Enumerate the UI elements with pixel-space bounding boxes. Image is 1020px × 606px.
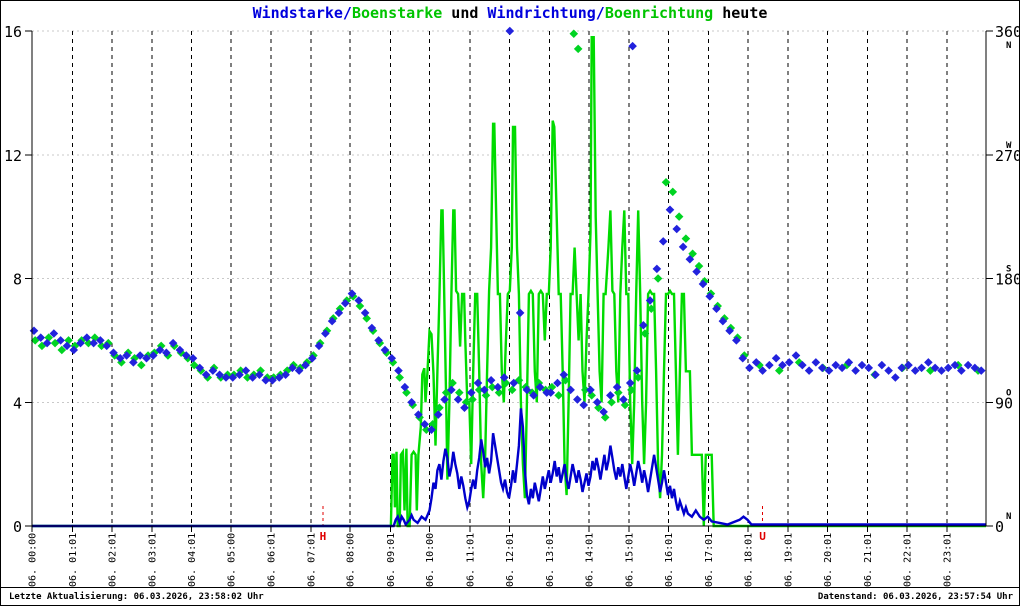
axes-layer [25, 30, 993, 532]
sun-marker-label: H [320, 530, 327, 543]
chart-title: Windstarke/Boenstarke und Windrichtung/B… [1, 4, 1019, 22]
x-tick-label: 06. 07:01 [306, 533, 317, 587]
x-tick-label: 06. 05:00 [226, 533, 237, 587]
title-segment-windrichtung: Windrichtung/ [487, 4, 605, 22]
series-windstarke-line [32, 408, 986, 528]
series-boenstarke-line [32, 36, 986, 528]
y-left-tick-label: 0 [13, 518, 22, 536]
x-tick-label: 06. 18:01 [744, 533, 755, 587]
y-right-tick-label: 90 [995, 394, 1013, 412]
series-windrichtung-dots [29, 26, 986, 435]
series-layer [29, 26, 986, 528]
y-right-tick-label: 360 [995, 23, 1020, 41]
compass-letter: S [1006, 265, 1011, 275]
x-tick-label: 06. 20:01 [823, 533, 834, 587]
x-tick-label: 06. 00:00 [28, 533, 39, 587]
y-left-tick-label: 8 [13, 271, 22, 289]
y-left-tick-label: 4 [13, 394, 22, 412]
x-tick-label: 06. 04:01 [187, 533, 198, 587]
compass-letter: W [1006, 141, 1012, 151]
x-tick-label: 06. 16:01 [664, 533, 675, 587]
sun-marker-label: U [759, 530, 766, 543]
series-boenrichtung-dots [30, 29, 983, 435]
title-segment-boenrichtung: Boenrichtung [604, 4, 714, 22]
y-right-tick-label: 0 [995, 518, 1004, 536]
x-tick-label: 06. 01:01 [68, 533, 79, 587]
x-tick-label: 06. 03:01 [147, 533, 158, 587]
x-tick-label: 06. 10:00 [425, 533, 436, 587]
x-tick-label: 06. 11:01 [465, 533, 476, 587]
x-tick-label: 06. 19:01 [783, 533, 794, 587]
x-tick-label: 06. 22:01 [903, 533, 914, 587]
x-tick-label: 06. 02:01 [108, 533, 119, 587]
status-bar: Letzte Aktualisierung: 06.03.2026, 23:58… [1, 587, 1019, 605]
x-tick-label: 06. 23:01 [942, 533, 953, 587]
x-tick-label: 06. 21:01 [863, 533, 874, 587]
title-segment-heute: heute [713, 4, 768, 22]
data-timestamp-text: Datenstand: 06.03.2026, 23:57:54 Uhr [817, 592, 1013, 602]
compass-letter: O [1006, 388, 1012, 398]
y-right-tick-label: 270 [995, 147, 1020, 165]
title-segment-und: und [442, 4, 488, 22]
x-tick-label: 06. 06:01 [267, 533, 278, 587]
y-left-tick-label: 12 [4, 147, 22, 165]
y-left-tick-label: 16 [4, 23, 22, 41]
compass-letter: N [1006, 41, 1011, 51]
x-tick-label: 06. 15:01 [624, 533, 635, 587]
x-tick-label: 06. 17:01 [704, 533, 715, 587]
x-tick-label: 06. 13:01 [545, 533, 556, 587]
last-update-text: Letzte Aktualisierung: 06.03.2026, 23:58… [9, 592, 264, 602]
x-tick-label: 06. 14:01 [585, 533, 596, 587]
title-segment-boenstarke: Boenstarke [351, 4, 443, 22]
grid-layer [32, 30, 986, 526]
x-tick-label: 06. 08:00 [346, 533, 357, 587]
x-tick-label: 06. 12:01 [505, 533, 516, 587]
title-segment-windstarke: Windstarke/ [252, 4, 352, 22]
compass-letter: N [1006, 512, 1011, 522]
y-right-tick-label: 180 [995, 271, 1020, 289]
x-tick-label: 06. 09:01 [386, 533, 397, 587]
